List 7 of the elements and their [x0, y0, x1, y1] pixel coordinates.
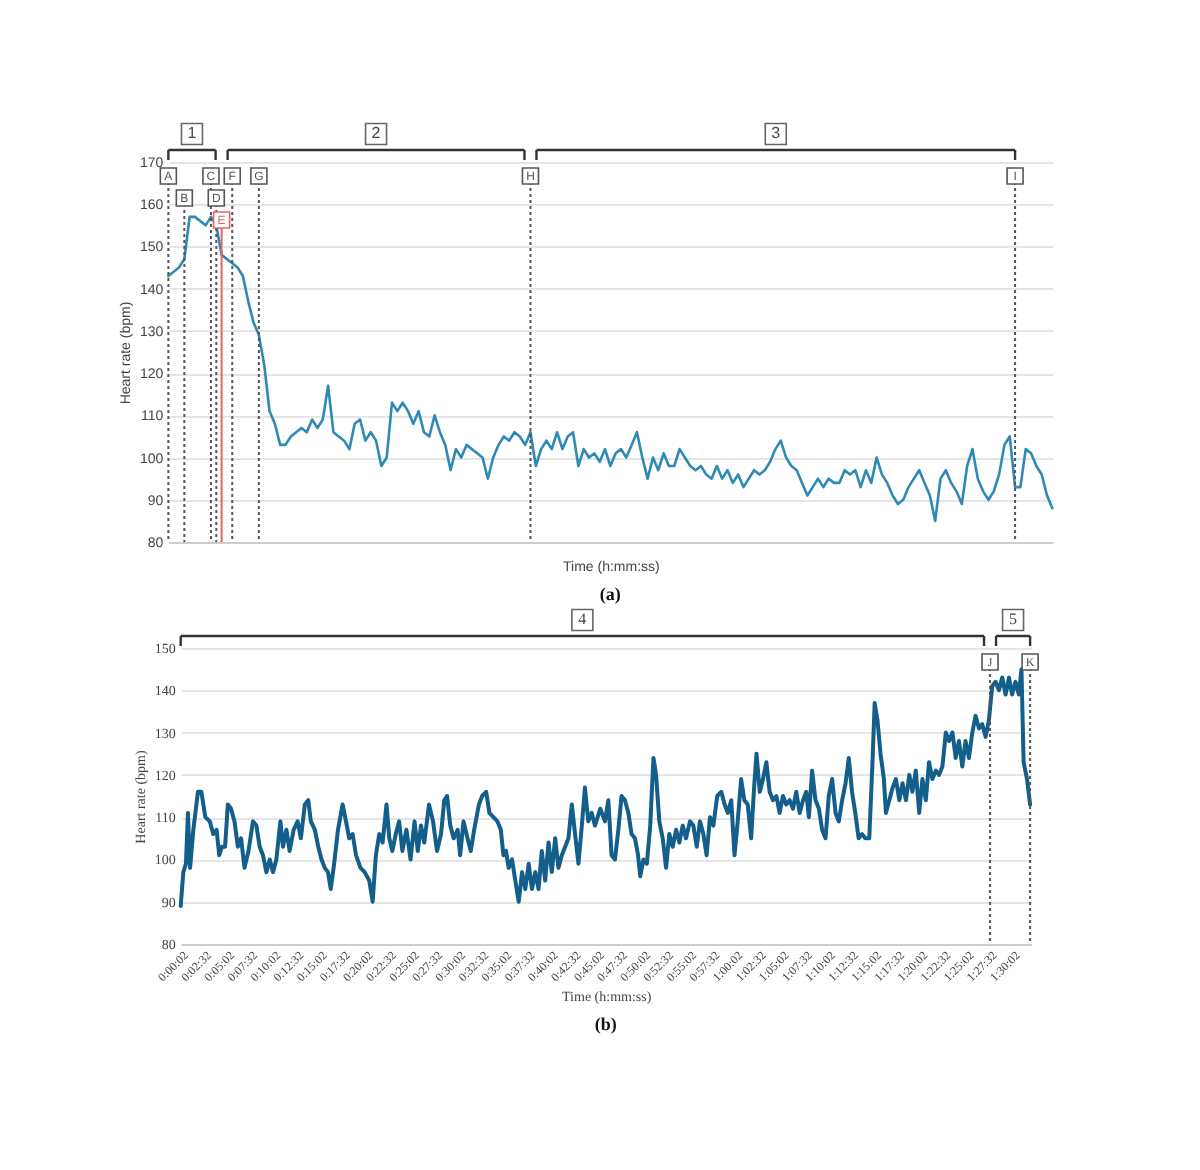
text: 5: [1009, 610, 1018, 628]
text: (b): [594, 1014, 617, 1034]
text: (a): [599, 584, 621, 604]
text: 4: [578, 610, 587, 628]
text: 1: [187, 124, 198, 142]
text: 3: [771, 124, 782, 142]
text: 2: [371, 124, 382, 142]
